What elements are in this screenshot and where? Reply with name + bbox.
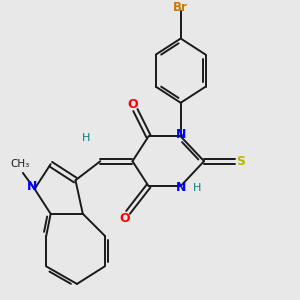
Text: O: O (127, 98, 138, 111)
Text: N: N (27, 180, 38, 193)
Text: N: N (176, 128, 187, 141)
Text: H: H (193, 182, 201, 193)
Text: S: S (236, 155, 245, 168)
Text: Br: Br (173, 1, 188, 14)
Text: H: H (82, 133, 90, 143)
Text: N: N (176, 181, 187, 194)
Text: CH₃: CH₃ (11, 159, 30, 169)
Text: O: O (120, 212, 130, 225)
